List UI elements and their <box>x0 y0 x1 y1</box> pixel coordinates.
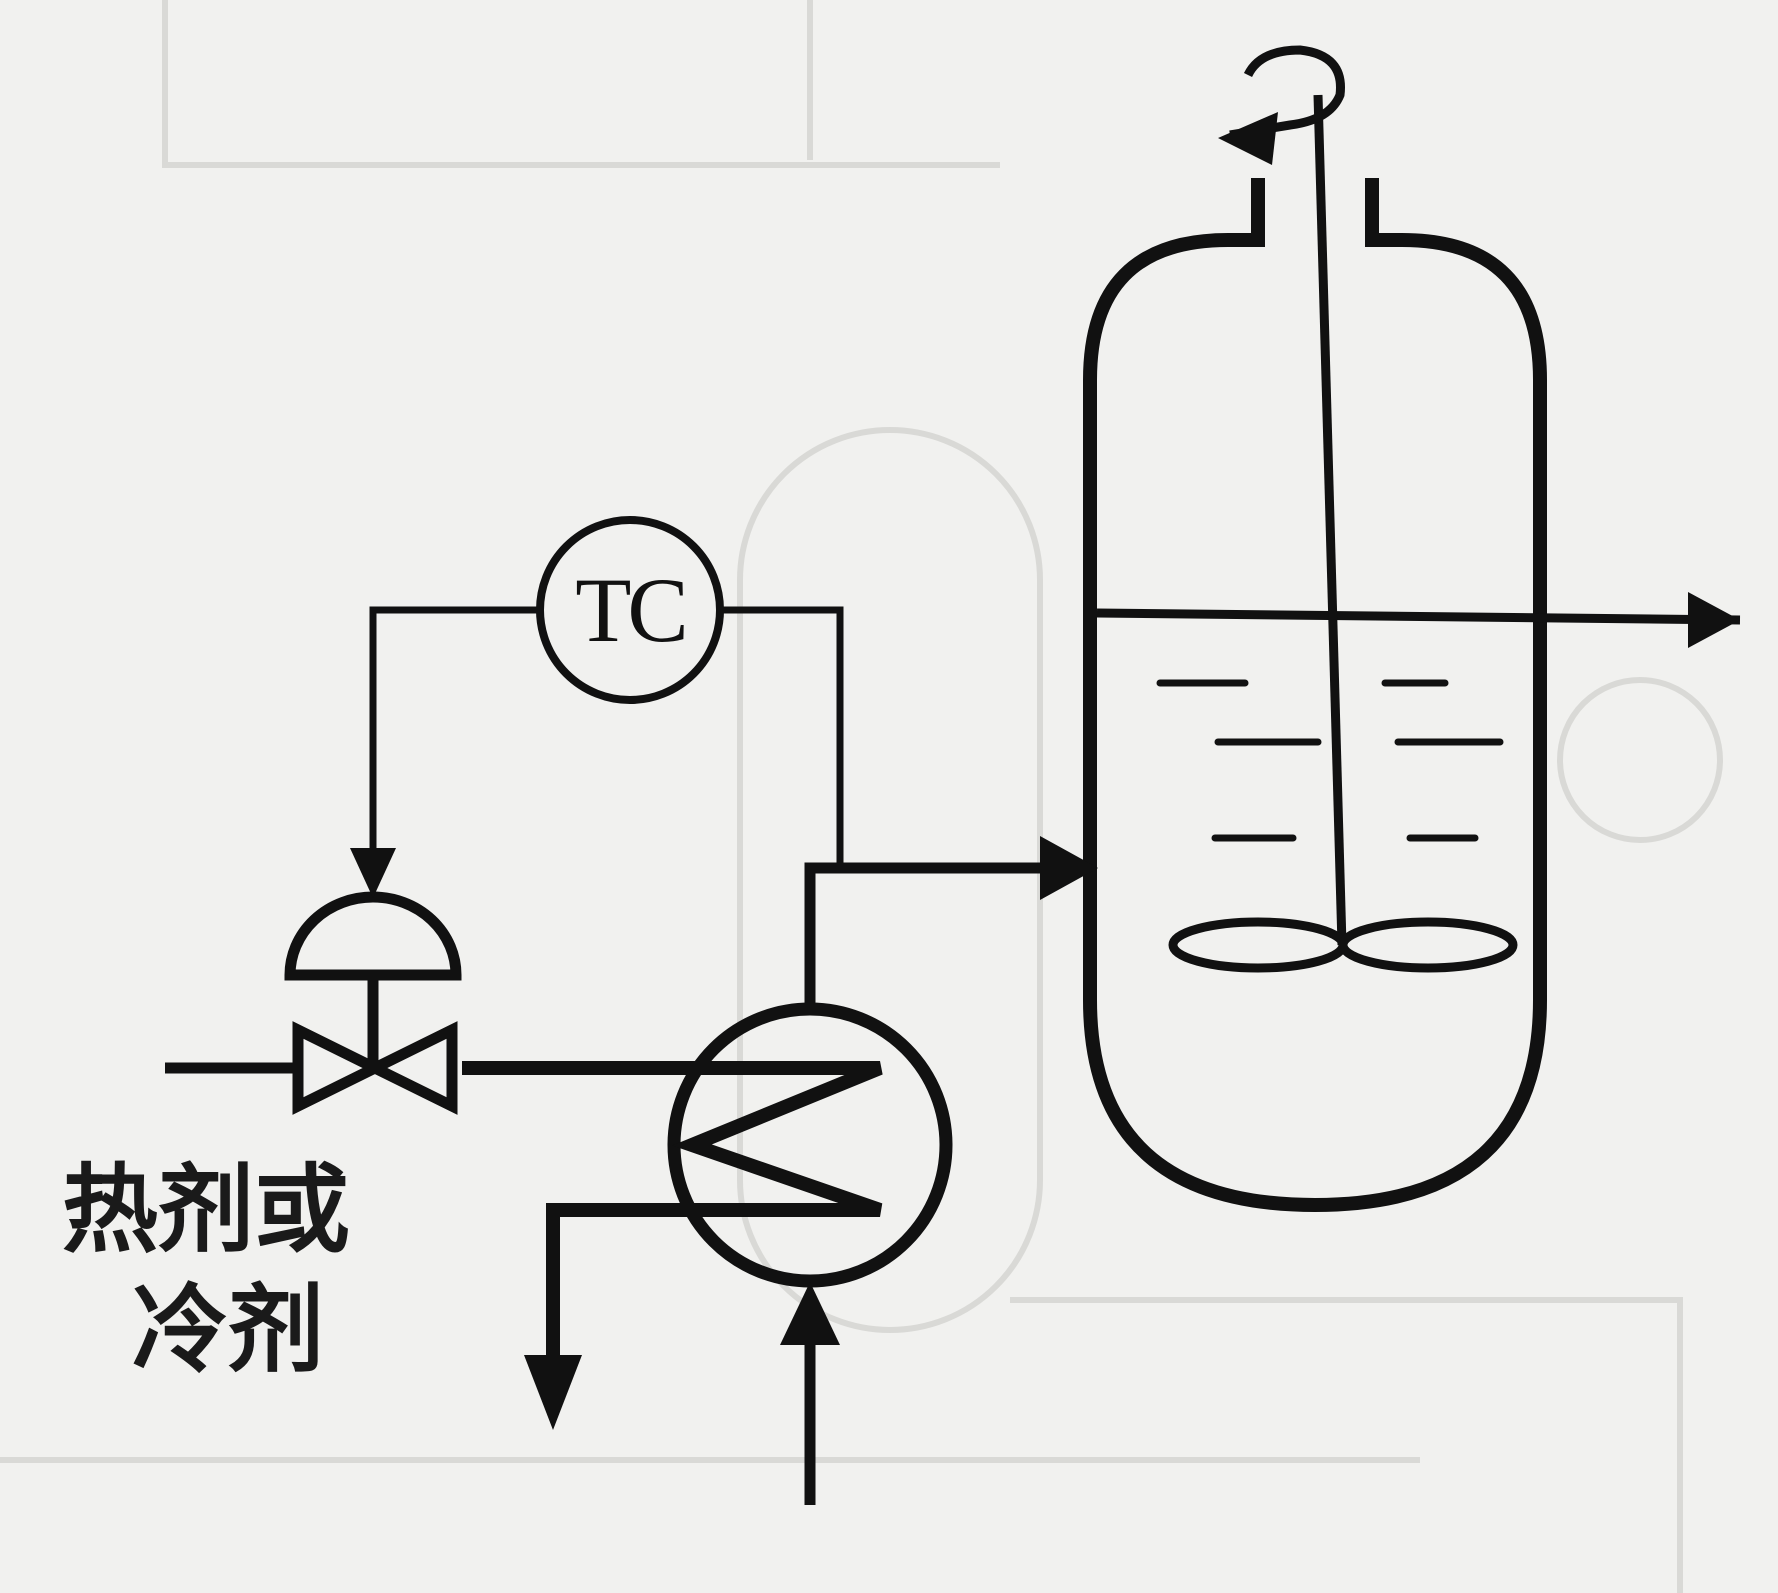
valve-actuator-icon <box>284 891 462 981</box>
impeller-blade-right <box>1338 917 1518 973</box>
liquid-level-outlet-line <box>1096 608 1741 625</box>
impeller-blade-left <box>1168 917 1348 973</box>
process-to-tc-signal-line <box>720 606 844 868</box>
reactor-vessel <box>1083 178 1547 1213</box>
medium-label-line2: 冷剂 <box>132 1274 324 1386</box>
control-valve-body <box>292 1021 458 1115</box>
reactor-inlet-arrow-icon <box>1040 836 1098 900</box>
agitator-shaft <box>1313 94 1347 946</box>
rotation-arrowhead-icon <box>1218 112 1278 165</box>
rotation-arrow-icon <box>1229 45 1345 140</box>
liquid-surface-marks <box>1156 679 1504 842</box>
heat-exchanger-coil <box>462 1061 883 1410</box>
outlet-arrow-icon <box>1688 592 1740 648</box>
tc-to-valve-signal-line <box>369 606 540 870</box>
temperature-controller-label: TC <box>575 559 689 661</box>
signal-arrow-down-icon <box>350 848 396 898</box>
exchanger-inlet-arrow-icon <box>780 1282 840 1345</box>
medium-label-line1: 热剂或 <box>62 1154 350 1266</box>
heat-exchanger <box>667 1002 953 1288</box>
coil-outlet-down-arrow-icon <box>524 1355 582 1430</box>
heating-cooling-medium-label: 热剂或 冷剂 <box>62 1150 462 1390</box>
exchanger-to-reactor-line <box>804 862 1055 1010</box>
